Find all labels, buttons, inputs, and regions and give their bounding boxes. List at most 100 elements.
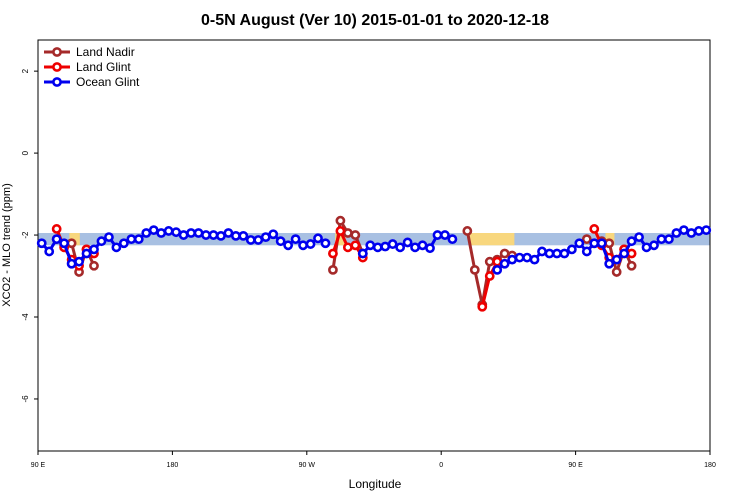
series-point xyxy=(260,232,271,242)
series-point xyxy=(537,246,547,257)
series-point xyxy=(395,242,406,253)
series-point xyxy=(589,238,600,249)
legend-label: Ocean Glint xyxy=(76,75,140,89)
legend-label: Land Nadir xyxy=(76,45,135,59)
highlight xyxy=(69,233,80,246)
series-point xyxy=(469,264,480,275)
series-point xyxy=(447,234,458,245)
series-point xyxy=(328,248,338,259)
y-tick-label: 2 xyxy=(21,68,30,73)
series-point xyxy=(148,225,159,236)
series-point xyxy=(96,236,107,247)
x-tick-label: 180 xyxy=(167,462,179,469)
series-point xyxy=(649,240,659,251)
series-point xyxy=(544,248,555,259)
series-point xyxy=(328,264,338,275)
series-point xyxy=(410,242,420,253)
series-point xyxy=(89,260,99,271)
y-tick-label: -2 xyxy=(21,231,30,239)
series-point xyxy=(477,301,488,312)
series-point xyxy=(462,226,473,236)
legend-label: Land Glint xyxy=(76,60,131,74)
x-tick-label: 90 E xyxy=(31,462,46,469)
series-point xyxy=(484,271,495,281)
series-point xyxy=(208,230,219,240)
series-point xyxy=(44,246,55,257)
series-point xyxy=(36,238,47,249)
series-point xyxy=(581,234,592,245)
highlight xyxy=(469,233,515,246)
y-tick-label: -6 xyxy=(21,395,30,403)
legend-marker xyxy=(52,77,62,87)
series-point xyxy=(372,242,383,253)
series-point xyxy=(589,224,600,234)
series-point xyxy=(380,241,391,252)
series-point xyxy=(59,238,70,249)
series-point xyxy=(171,227,182,238)
series-point xyxy=(581,246,592,257)
series-point xyxy=(335,215,346,226)
series-point xyxy=(283,240,294,251)
series-point xyxy=(66,238,77,249)
series-point xyxy=(492,264,503,275)
y-tick-label: -4 xyxy=(21,313,30,321)
series-point xyxy=(626,260,637,271)
series-point xyxy=(701,225,712,236)
x-tick-label: 90 W xyxy=(299,462,316,469)
series-point xyxy=(163,226,174,236)
series-point xyxy=(566,244,577,255)
series-point xyxy=(133,234,144,245)
legend-marker xyxy=(52,47,62,57)
x-tick-label: 90 E xyxy=(568,462,583,469)
series-point xyxy=(559,248,570,259)
series-point xyxy=(118,238,129,249)
series-point xyxy=(611,254,622,265)
series-point xyxy=(596,238,607,249)
series-point xyxy=(387,239,398,249)
series-point xyxy=(223,228,234,238)
series-point xyxy=(111,242,122,253)
chart-title: 0-5N August (Ver 10) 2015-01-01 to 2020-… xyxy=(201,12,549,29)
series-point xyxy=(268,229,279,240)
series-point xyxy=(350,230,361,240)
series-point xyxy=(342,228,353,238)
series-point xyxy=(499,248,510,259)
series-point xyxy=(74,256,84,267)
series-point xyxy=(357,248,368,259)
series-point xyxy=(574,238,585,249)
series-point xyxy=(686,228,697,238)
series-point xyxy=(365,240,376,251)
series-point xyxy=(298,240,308,251)
series-point xyxy=(186,228,196,238)
series-point xyxy=(604,238,615,249)
series-point xyxy=(245,235,256,245)
series-point xyxy=(552,248,562,259)
series-point xyxy=(66,258,77,269)
series-point xyxy=(626,248,637,259)
series-point xyxy=(664,234,674,245)
series-point xyxy=(320,238,331,249)
series-point xyxy=(253,235,264,245)
series-point xyxy=(156,228,167,238)
series-point xyxy=(350,240,361,251)
series-point xyxy=(492,256,503,267)
y-axis-label: XCO2 - MLO trend (ppm) xyxy=(1,183,13,306)
series-point xyxy=(514,252,525,263)
series-point xyxy=(51,224,62,234)
series-point xyxy=(342,242,353,253)
series-point xyxy=(290,234,301,245)
highlight xyxy=(335,233,346,246)
series-point xyxy=(619,248,630,259)
series-point xyxy=(81,248,92,259)
x-tick-label: 0 xyxy=(439,462,443,469)
series-point xyxy=(201,230,211,240)
series-point xyxy=(693,226,704,236)
series-point xyxy=(216,230,226,241)
series-point xyxy=(313,233,323,244)
series-point xyxy=(611,267,622,277)
series-point xyxy=(425,243,435,254)
series-point xyxy=(641,242,652,253)
